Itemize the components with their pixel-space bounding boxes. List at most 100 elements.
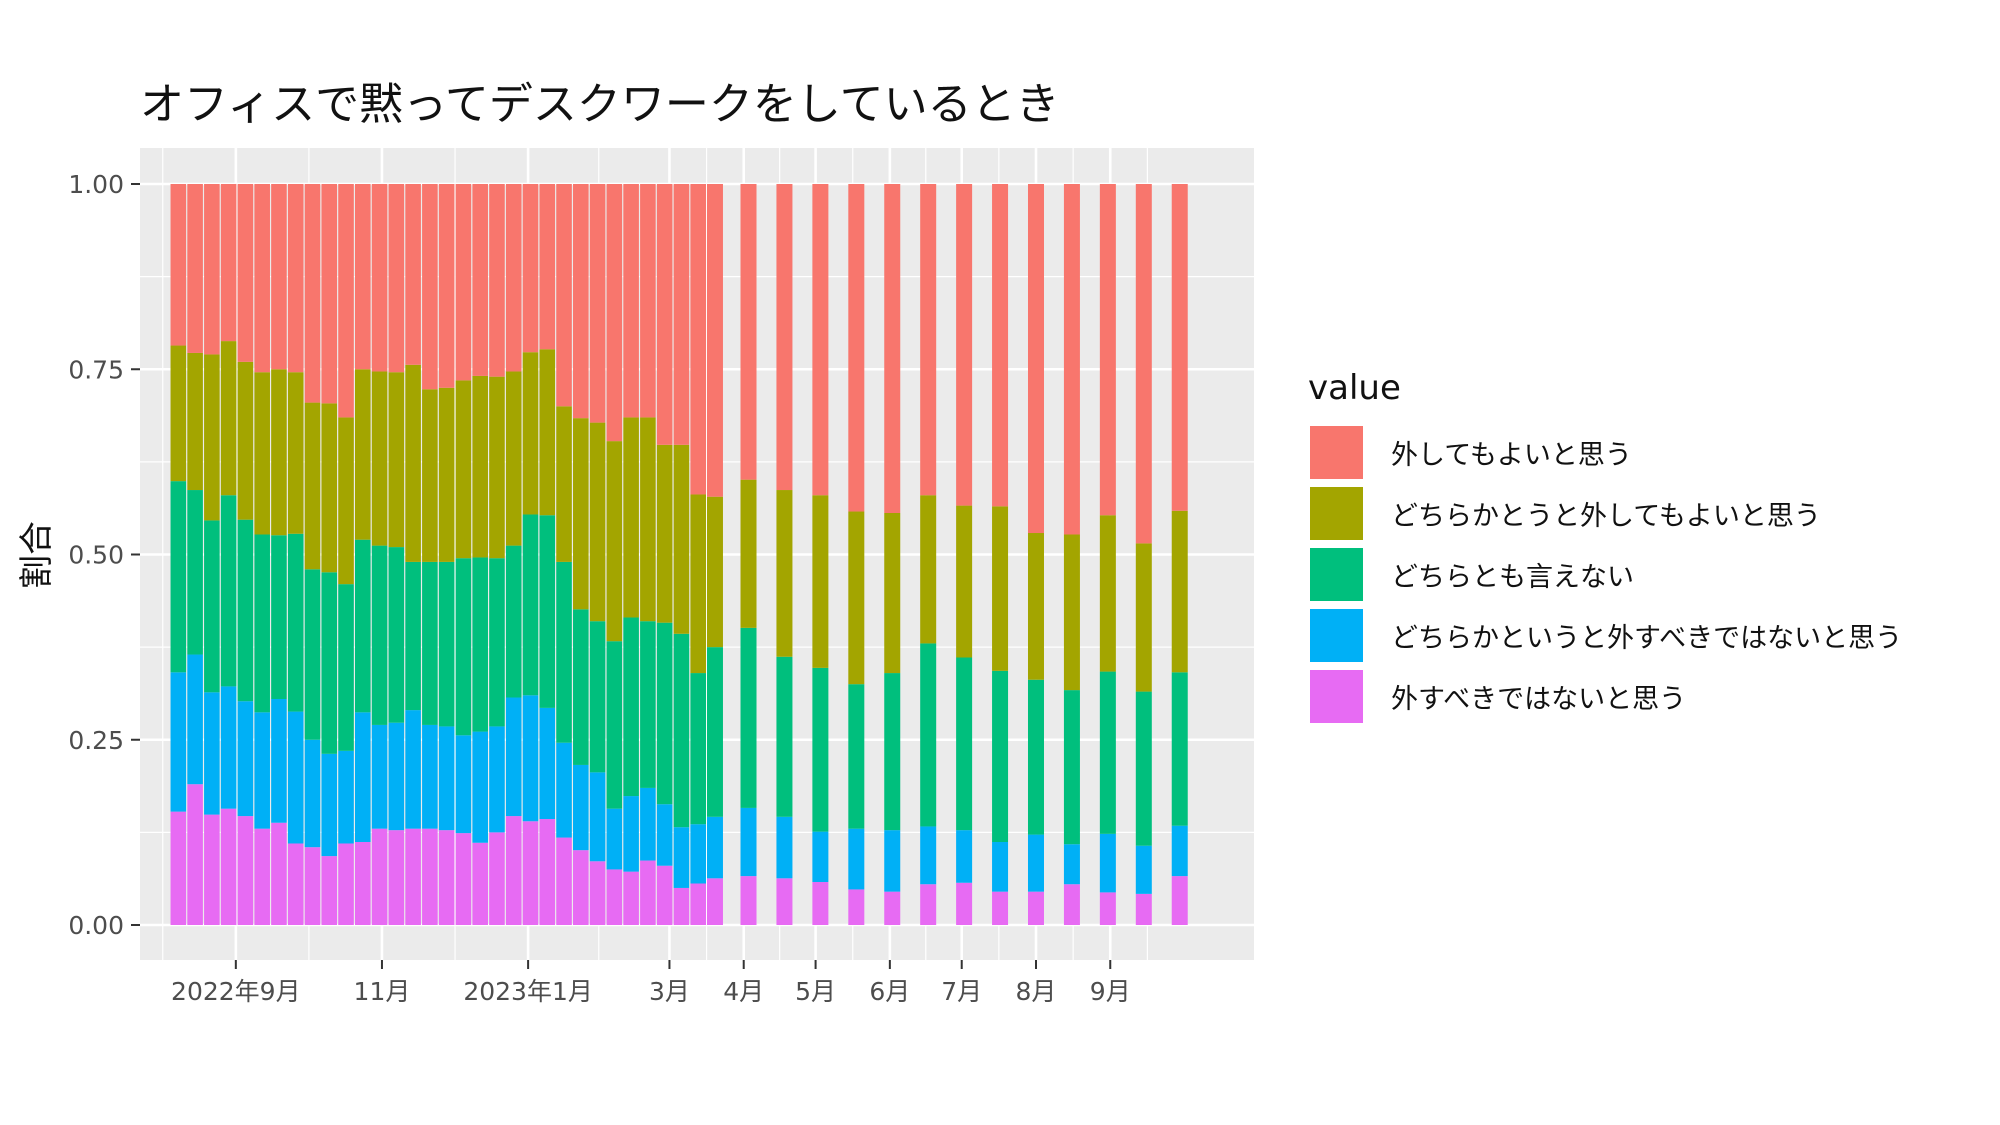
- bar-segment: [438, 387, 455, 562]
- bar-segment: [338, 750, 354, 844]
- bar-segment: [170, 481, 187, 673]
- bar-segment: [204, 520, 220, 693]
- x-tick-label: 4月: [723, 977, 764, 1006]
- bar-segment: [640, 621, 656, 788]
- y-tick-label: 0.75: [68, 355, 124, 384]
- bar-segment: [304, 184, 321, 403]
- bar-segment: [321, 403, 338, 573]
- bar-segment: [706, 184, 723, 497]
- bar-segment: [556, 184, 572, 407]
- legend-item: 外すべきではないと思う: [1308, 666, 1902, 727]
- bar-segment: [706, 816, 723, 879]
- bar-segment: [321, 572, 338, 754]
- bar-segment: [1063, 844, 1080, 885]
- bar-segment: [338, 584, 354, 751]
- bar-segment: [656, 865, 673, 925]
- bar-segment: [321, 856, 338, 925]
- bar-segment: [656, 444, 673, 623]
- bar-segment: [606, 441, 623, 642]
- bar-segment: [673, 184, 690, 445]
- bar-segment: [956, 830, 973, 883]
- bar-segment: [1027, 533, 1044, 680]
- bar-segment: [776, 816, 793, 879]
- bar-segment: [237, 816, 254, 925]
- bar-segment: [489, 376, 505, 559]
- bars: [170, 184, 1188, 925]
- bar-segment: [589, 184, 606, 423]
- bar-segment: [505, 545, 522, 698]
- bar-segment: [438, 561, 455, 727]
- bar-segment: [640, 860, 656, 925]
- bar-segment: [656, 804, 673, 866]
- x-tick-label: 6月: [869, 977, 910, 1006]
- bar-segment: [623, 796, 639, 872]
- legend-item: どちらとも言えない: [1308, 544, 1902, 605]
- bar-segment: [884, 673, 901, 831]
- bar-segment: [355, 842, 371, 925]
- bar-segment: [438, 184, 455, 388]
- bar-segment: [573, 184, 589, 419]
- bar-segment: [1027, 679, 1044, 835]
- bar-segment: [1027, 834, 1044, 892]
- bar-segment: [505, 371, 522, 546]
- bar-segment: [405, 184, 421, 365]
- bar-segment: [1027, 891, 1044, 925]
- bar-segment: [556, 742, 572, 838]
- bar-segment: [1135, 184, 1152, 544]
- bar-segment: [455, 380, 472, 559]
- bar-segment: [287, 533, 304, 712]
- legend-key: [1308, 485, 1365, 542]
- bar-segment: [187, 490, 203, 655]
- bar-segment: [673, 633, 690, 828]
- bar-segment: [848, 511, 865, 685]
- bar-segment: [422, 184, 438, 390]
- bar-segment: [884, 830, 901, 892]
- bar-segment: [237, 184, 254, 362]
- bar-segment: [304, 569, 321, 740]
- x-tick-label: 7月: [941, 977, 982, 1006]
- bar-segment: [304, 739, 321, 848]
- bar-segment: [505, 697, 522, 817]
- bar-segment: [539, 184, 556, 350]
- bar-segment: [455, 184, 472, 381]
- bar-segment: [640, 417, 656, 622]
- bar-segment: [623, 184, 639, 418]
- bar-segment: [355, 184, 371, 370]
- bar-segment: [422, 561, 438, 725]
- bar-segment: [812, 184, 829, 496]
- legend-items: 外してもよいと思う どちらかとうと外してもよいと思う どちらとも言えない どちらかとい…: [1308, 422, 1902, 727]
- bar-segment: [388, 372, 405, 548]
- bar-segment: [254, 184, 270, 373]
- bar-segment: [287, 372, 304, 534]
- bar-segment: [776, 656, 793, 817]
- bar-segment: [438, 830, 455, 925]
- bar-segment: [589, 422, 606, 622]
- bar-segment: [589, 621, 606, 773]
- bar-segment: [1135, 845, 1152, 894]
- bar-segment: [776, 490, 793, 657]
- bar-segment: [740, 876, 757, 925]
- bar-segment: [956, 657, 973, 831]
- bar-segment: [287, 711, 304, 844]
- bar-segment: [606, 184, 623, 442]
- bar-segment: [690, 883, 706, 925]
- bar-segment: [388, 830, 405, 925]
- bar-segment: [539, 707, 556, 820]
- bar-segment: [455, 833, 472, 925]
- bar-segment: [254, 372, 270, 535]
- bar-segment: [271, 822, 287, 925]
- legend: value 外してもよいと思う どちらかとうと外してもよいと思う どちらとも言えない…: [1308, 368, 1902, 727]
- bar-segment: [812, 831, 829, 883]
- bar-segment: [472, 184, 488, 376]
- x-tick-label: 5月: [795, 977, 836, 1006]
- legend-label: どちらかとうと外してもよいと思う: [1391, 501, 1821, 532]
- bar-segment: [405, 364, 421, 562]
- bar-segment: [170, 345, 187, 482]
- bar-segment: [271, 535, 287, 699]
- bar-segment: [489, 726, 505, 833]
- x-tick-label: 3月: [649, 977, 690, 1006]
- bar-segment: [1063, 534, 1080, 691]
- bar-segment: [706, 647, 723, 817]
- bar-segment: [422, 828, 438, 925]
- legend-key: [1308, 668, 1365, 725]
